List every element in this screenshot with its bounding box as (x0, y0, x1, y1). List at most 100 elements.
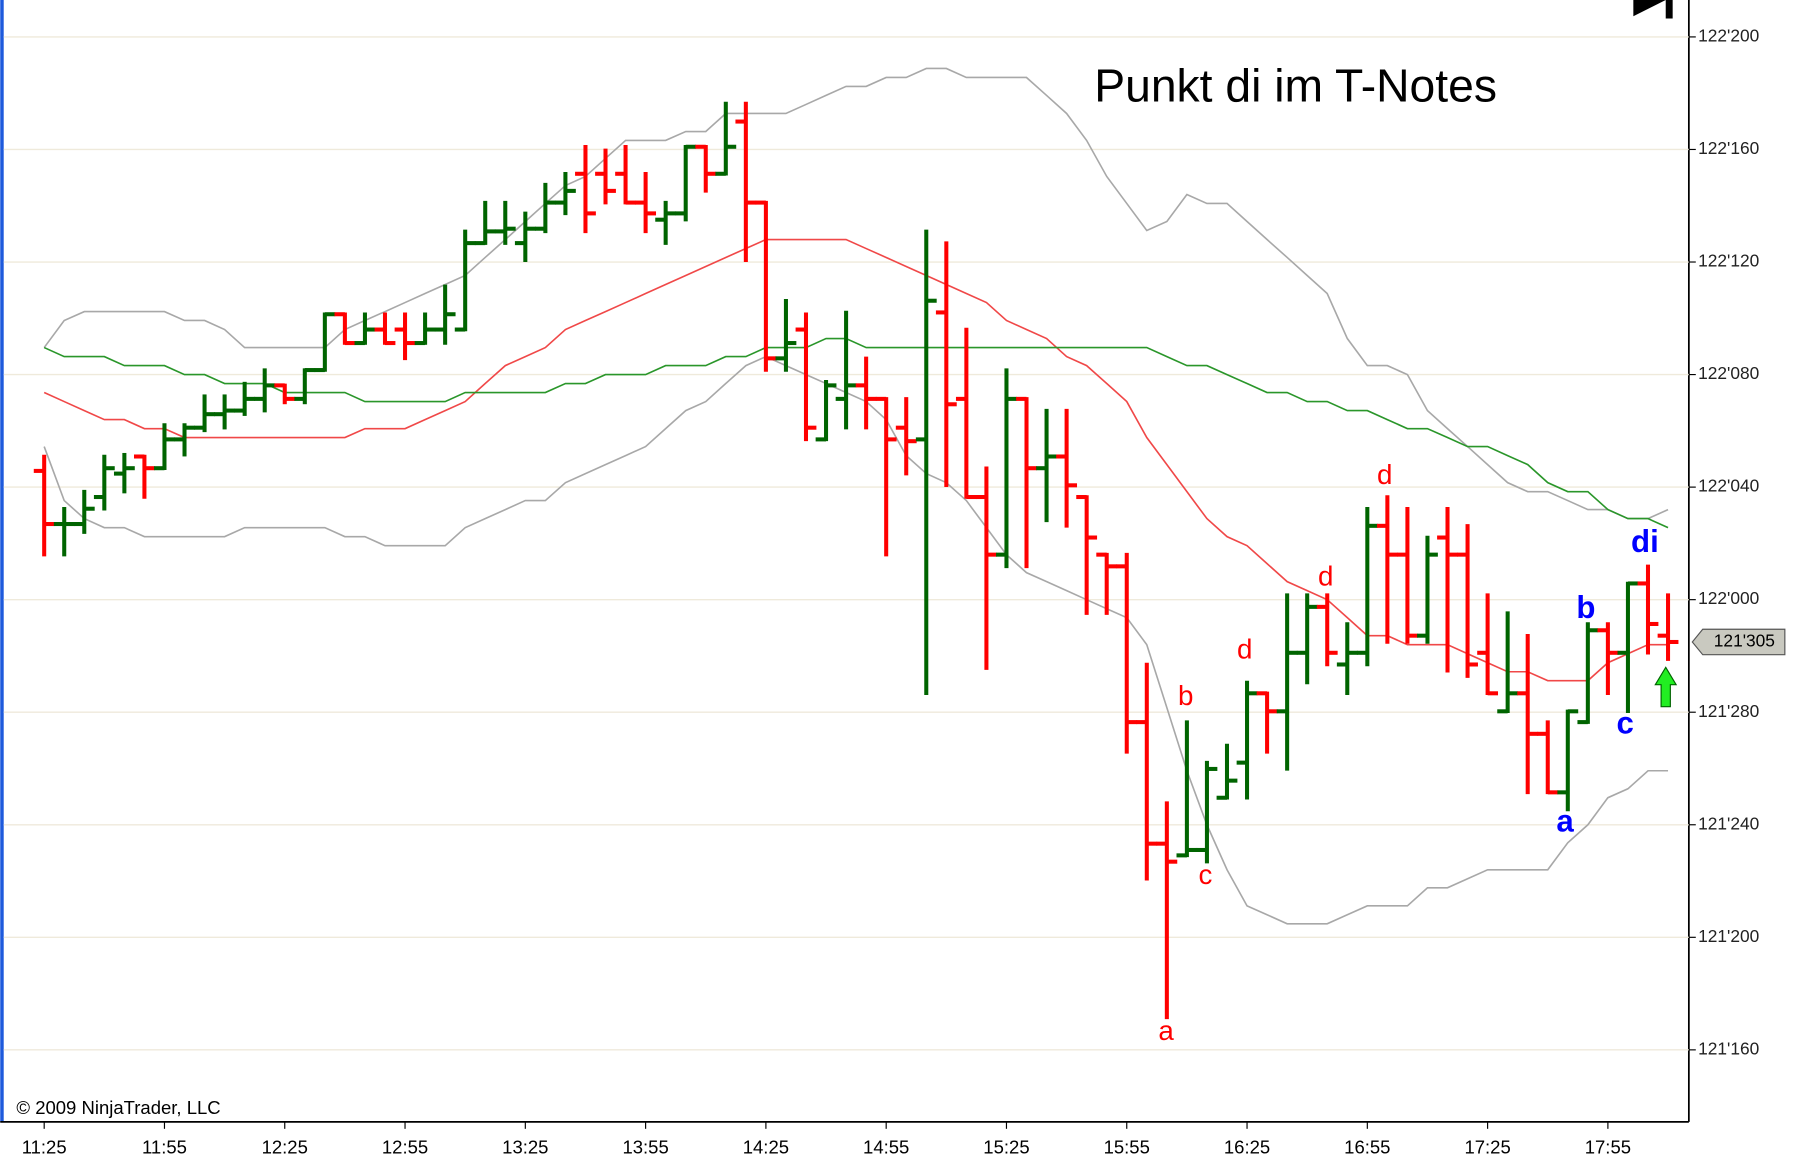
ohlc-bar (1437, 506, 1458, 673)
ohlc-bar (635, 172, 657, 234)
ohlc-bar (1316, 593, 1338, 667)
wave-label: b (1178, 680, 1193, 711)
y-tick-label: 121'200 (1698, 926, 1759, 946)
ohlc-bar (534, 182, 556, 234)
ohlc-bar (1637, 564, 1659, 655)
ohlc-bar (454, 229, 476, 332)
x-tick-label: 14:55 (863, 1136, 909, 1157)
up-arrow (1654, 666, 1678, 708)
signal-arrow (1654, 666, 1678, 708)
ohlc-bar (474, 200, 496, 246)
wave-label: di (1631, 524, 1659, 559)
x-tick-label: 16:55 (1344, 1136, 1390, 1157)
ohlc-bar (1356, 506, 1378, 667)
wave-label: a (1556, 804, 1574, 839)
ohlc-bar (795, 312, 817, 442)
ohlc-bar (1136, 662, 1158, 881)
x-tick-label: 13:25 (502, 1136, 548, 1157)
overlay-line (43, 355, 1669, 925)
ohlc-bar (214, 394, 236, 430)
ohlc-bar (93, 454, 115, 511)
ohlc-bar (1196, 760, 1218, 864)
ohlc-bar (1016, 396, 1037, 569)
ohlc-bar (254, 368, 276, 413)
x-tick-label: 15:25 (983, 1136, 1029, 1157)
ohlc-bar (1236, 680, 1258, 800)
ohlc-bar (655, 200, 677, 245)
ohlc-bar (835, 310, 857, 430)
y-tick-label: 122'200 (1698, 25, 1759, 45)
ohlc-bar (675, 144, 697, 222)
ohlc-bar (174, 423, 195, 457)
overlay-line (43, 238, 1669, 682)
ohlc-bar (1256, 691, 1278, 754)
y-tick-label: 121'240 (1698, 813, 1759, 833)
ohlc-bar (154, 423, 175, 471)
wave-label: d (1237, 633, 1252, 664)
ohlc-bar (555, 172, 576, 216)
ohlc-bar (695, 144, 717, 193)
ohlc-bar (294, 368, 316, 405)
wave-label: b (1576, 590, 1595, 625)
ohlc-bar (1056, 408, 1078, 528)
ohlc-bar (715, 101, 737, 176)
last-price-tag (1691, 628, 1786, 656)
wave-label: d (1318, 561, 1333, 592)
ohlc-bar (1497, 611, 1519, 714)
ohlc-bar (1376, 495, 1398, 644)
ohlc-bar (996, 368, 1017, 569)
ohlc-bar (1116, 552, 1138, 754)
ohlc-bar (234, 381, 256, 416)
ohlc-bar (1617, 581, 1639, 714)
ohlc-bar (615, 145, 636, 205)
ohlc-bar (494, 200, 516, 245)
y-tick-label: 122'120 (1698, 251, 1759, 271)
ohlc-bar (134, 454, 155, 499)
ohlc-bar (976, 466, 997, 670)
ohlc-bar (875, 396, 897, 557)
ohlc-bar (1156, 801, 1178, 1020)
x-tick-label: 12:55 (382, 1136, 428, 1157)
ohlc-bar (73, 489, 95, 534)
x-tick-label: 15:55 (1104, 1136, 1150, 1157)
y-tick-label: 122'080 (1698, 363, 1759, 383)
y-tick-label: 121'280 (1698, 701, 1759, 721)
left-border (0, 0, 4, 1122)
ohlc-bar (1537, 720, 1559, 795)
ohlc-bar (1096, 552, 1118, 615)
ohlc-bar (755, 200, 777, 372)
ohlc-bar (53, 506, 75, 557)
ohlc-bar (575, 145, 596, 234)
wave-label: d (1377, 459, 1392, 490)
ohlc-bar (1336, 622, 1358, 696)
x-tick-label: 12:25 (262, 1136, 308, 1157)
price-bars (33, 101, 1679, 1020)
ohlc-bar (895, 397, 917, 476)
wave-label: a (1158, 1015, 1174, 1046)
ohlc-bar (1597, 622, 1619, 696)
ohlc-bar (1657, 593, 1679, 661)
wave-label: c (1198, 859, 1212, 890)
overlay-line (43, 67, 1669, 520)
ohlc-bar (1296, 593, 1318, 685)
overlay-lines (43, 67, 1669, 925)
y-tick-label: 122'040 (1698, 476, 1759, 496)
ohlc-bar (595, 148, 616, 205)
ohlc-bar (1216, 743, 1238, 800)
ohlc-bar (915, 229, 937, 696)
ohlc-bar (113, 452, 135, 494)
x-tick-label: 16:25 (1224, 1136, 1270, 1157)
ohlc-bar (1517, 633, 1539, 795)
ohlc-bar (1036, 408, 1057, 523)
ohlc-bar (735, 101, 757, 262)
ohlc-bar (935, 241, 957, 488)
play-icon-bar[interactable] (1665, 0, 1673, 19)
ohlc-bar (1397, 506, 1418, 644)
x-tick-label: 17:25 (1464, 1136, 1510, 1157)
x-tick-label: 11:55 (142, 1136, 187, 1157)
ohlc-bar (855, 356, 877, 430)
ohlc-bar (394, 312, 416, 361)
x-tick-label: 14:25 (743, 1136, 789, 1157)
ohlc-bar (775, 298, 797, 372)
